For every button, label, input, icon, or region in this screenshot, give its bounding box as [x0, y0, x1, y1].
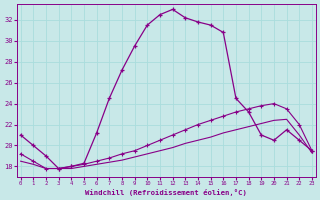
- X-axis label: Windchill (Refroidissement éolien,°C): Windchill (Refroidissement éolien,°C): [85, 189, 247, 196]
